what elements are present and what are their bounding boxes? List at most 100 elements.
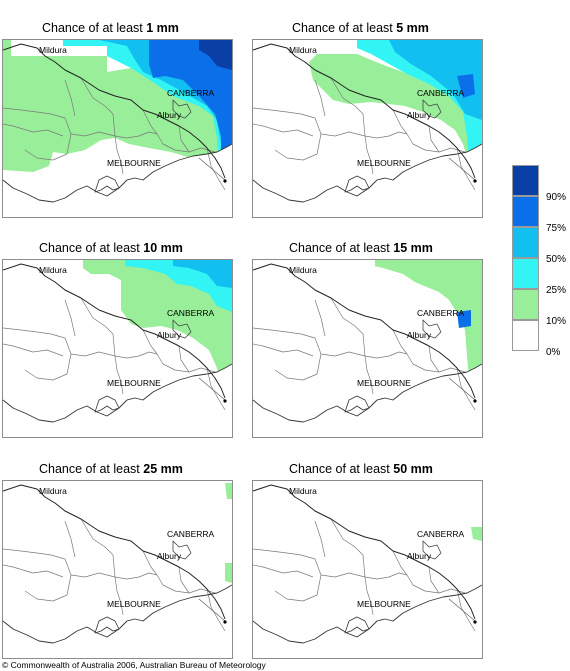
probability-region [3,40,223,172]
city-label-melbourne: MELBOURNE [357,378,411,388]
panel-title-10mm: Chance of at least 10 mm [39,241,183,255]
district-boundary [253,343,314,357]
district-boundary [24,369,68,381]
port-phillip-bay [344,395,370,413]
rainfall-probability-map: Mildura CANBERRA Albury MELBOURNE [253,40,482,217]
coastline [3,584,232,644]
map-panel-5mm: Mildura CANBERRA Albury MELBOURNE [252,39,483,218]
city-label-albury: Albury [407,110,432,120]
district-boundary [64,520,76,558]
state-border [253,484,476,620]
district-boundary [80,518,116,578]
legend-swatch-25 [512,258,539,289]
district-boundary [80,297,116,357]
district-boundary [3,327,72,375]
district-boundary [64,299,76,337]
city-label-mildura: Mildura [39,265,67,275]
legend-label-90: 90% [546,192,567,203]
district-boundary [253,548,322,596]
boundary-lines [253,263,482,423]
district-boundary [206,588,226,632]
district-boundary [70,351,158,359]
district-boundary [314,299,326,337]
port-phillip-bay [344,175,370,193]
coastline [3,143,232,203]
probability-region [309,54,477,164]
coastline [253,363,482,423]
point-marker [223,399,227,403]
state-border [3,484,226,620]
district-boundary [142,550,158,576]
city-label-canberra: CANBERRA [417,308,465,318]
probability-region [173,260,232,288]
district-boundary [314,520,326,558]
district-boundary [428,345,440,373]
district-boundary [406,574,466,594]
probability-region [457,74,475,98]
coastline [3,363,232,423]
city-label-melbourne: MELBOURNE [107,158,161,168]
district-boundary [392,329,408,355]
boundary-lines [3,263,232,423]
district-boundary [428,566,440,594]
district-boundary [406,133,466,153]
panel-title-25mm: Chance of at least 25 mm [39,462,183,476]
legend-label-75: 75% [546,223,567,234]
district-boundary [198,598,226,622]
district-boundary [156,133,216,153]
city-label-mildura: Mildura [289,486,317,496]
coastline [253,584,482,644]
map-panel-25mm: Mildura CANBERRA Albury MELBOURNE [2,480,233,659]
district-boundary [253,107,322,155]
district-boundary [274,149,318,161]
city-label-canberra: CANBERRA [417,88,465,98]
city-label-albury: Albury [157,110,182,120]
district-boundary [3,564,64,578]
probability-region [225,483,232,499]
district-boundary [178,566,190,594]
probability-region [471,527,482,541]
map-shading-layer [375,260,482,380]
boundary-lines [3,484,232,644]
district-boundary [3,548,72,596]
district-boundary [156,574,216,594]
district-boundary [80,77,116,137]
probability-region [389,40,482,120]
district-boundary [406,353,466,373]
act-border [172,319,192,339]
act-border [422,99,442,119]
act-border [172,540,192,560]
district-boundary [198,157,226,181]
act-border [422,540,442,560]
point-marker [473,399,477,403]
state-border [253,43,476,179]
city-label-canberra: CANBERRA [417,529,465,539]
district-boundary [142,109,158,135]
district-boundary [253,564,314,578]
city-label-melbourne: MELBOURNE [357,158,411,168]
city-label-mildura: Mildura [39,486,67,496]
panel-title-50mm: Chance of at least 50 mm [289,462,433,476]
city-label-melbourne: MELBOURNE [357,599,411,609]
city-label-albury: Albury [407,551,432,561]
district-boundary [198,377,226,401]
district-boundary [448,157,476,181]
rainfall-probability-map: Mildura CANBERRA Albury MELBOURNE [3,483,232,658]
rainfall-probability-map: Mildura CANBERRA Albury MELBOURNE [253,260,482,437]
map-shading-layer [471,527,482,541]
district-boundary [64,79,76,117]
map-shading-layer [225,483,232,583]
boundary-lines [3,43,232,203]
district-boundary [3,123,64,137]
district-boundary [274,369,318,381]
district-boundary [364,576,374,616]
probability-region [375,260,482,380]
city-label-melbourne: MELBOURNE [107,599,161,609]
district-boundary [24,149,68,161]
rainfall-probability-map: Mildura CANBERRA Albury MELBOURNE [3,40,232,217]
district-boundary [114,576,124,616]
boundary-lines [253,43,482,203]
map-panel-50mm: Mildura CANBERRA Albury MELBOURNE [252,480,483,659]
district-boundary [330,297,366,357]
district-boundary [156,353,216,373]
